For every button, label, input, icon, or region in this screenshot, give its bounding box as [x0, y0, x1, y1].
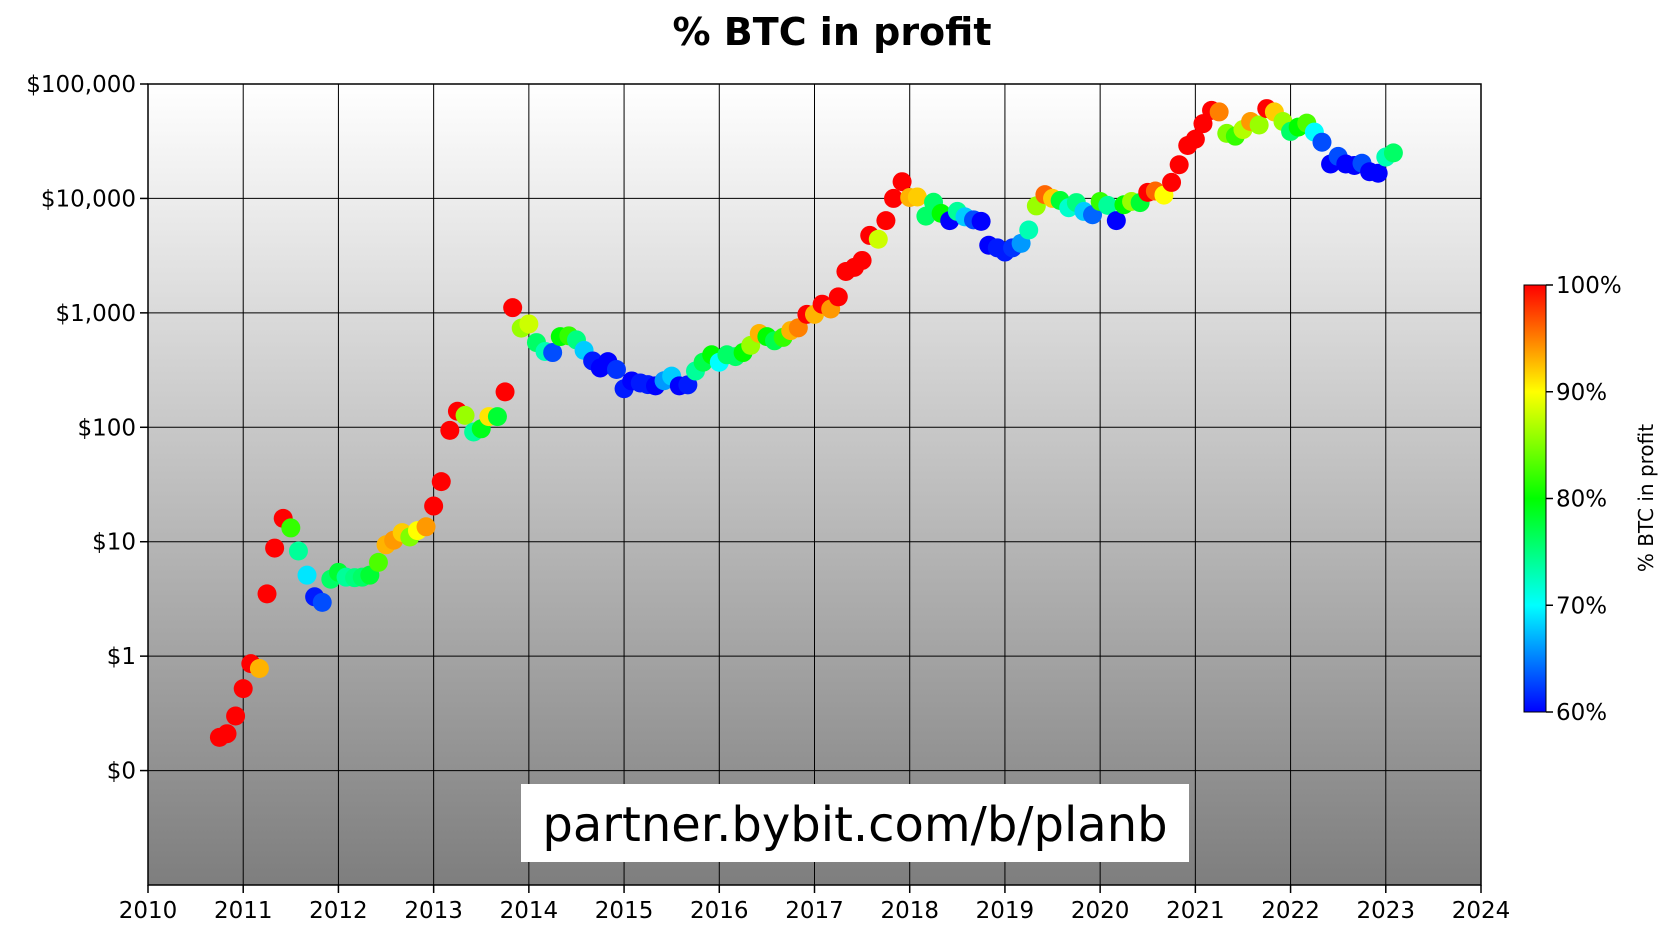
- x-tick-label: 2021: [1166, 898, 1225, 924]
- data-point: [1249, 115, 1269, 135]
- data-point: [1098, 195, 1118, 215]
- x-tick-label: 2015: [595, 898, 654, 924]
- data-point: [868, 229, 888, 249]
- data-point: [1185, 129, 1205, 149]
- data-point: [249, 658, 269, 678]
- colorbar-tick-label: 70%: [1556, 593, 1607, 619]
- data-point: [828, 287, 848, 307]
- chart-title: % BTC in profit: [673, 10, 992, 54]
- x-tick-label: 2012: [309, 898, 368, 924]
- x-tick-label: 2023: [1357, 898, 1416, 924]
- data-point: [788, 318, 808, 338]
- data-point: [503, 298, 523, 318]
- data-point: [1368, 163, 1388, 183]
- data-point: [1169, 155, 1189, 175]
- y-tick-label: $100,000: [26, 72, 136, 98]
- x-tick-label: 2014: [500, 898, 559, 924]
- watermark-text: partner.bybit.com/b/planb: [542, 797, 1167, 853]
- data-point: [368, 552, 388, 572]
- data-point: [495, 382, 515, 402]
- data-points: [209, 99, 1403, 747]
- data-point: [1209, 102, 1229, 122]
- data-point: [288, 541, 308, 561]
- data-point: [265, 538, 285, 558]
- x-tick-label: 2010: [119, 898, 178, 924]
- y-tick-label: $1: [107, 644, 136, 670]
- y-tick-label: $10: [92, 530, 136, 556]
- y-tick-label: $1,000: [56, 301, 136, 327]
- data-point: [424, 496, 444, 516]
- x-tick-label: 2020: [1071, 898, 1130, 924]
- data-point: [543, 343, 563, 363]
- colorbar-label: % BTC in profit: [1634, 424, 1658, 572]
- data-point: [312, 592, 332, 612]
- data-point: [1162, 172, 1182, 192]
- x-tick-label: 2022: [1261, 898, 1320, 924]
- data-point: [971, 211, 991, 231]
- data-point: [907, 187, 927, 207]
- data-point: [226, 706, 246, 726]
- data-point: [416, 517, 436, 537]
- data-point: [1383, 143, 1403, 163]
- data-point: [606, 359, 626, 379]
- data-point: [884, 188, 904, 208]
- x-tick-label: 2017: [785, 898, 844, 924]
- colorbar-tick-label: 100%: [1556, 273, 1622, 299]
- data-point: [281, 518, 301, 538]
- x-tick-label: 2016: [690, 898, 749, 924]
- data-point: [916, 206, 936, 226]
- colorbar-tick-label: 80%: [1556, 487, 1607, 513]
- data-point: [257, 584, 277, 604]
- data-point: [892, 172, 912, 192]
- data-point: [519, 314, 539, 334]
- watermark-box: [521, 784, 1189, 862]
- y-tick-label: $0: [107, 759, 136, 785]
- x-tick-label: 2013: [404, 898, 463, 924]
- data-point: [852, 250, 872, 270]
- x-tick-label: 2011: [214, 898, 273, 924]
- y-tick-label: $100: [77, 415, 136, 441]
- colorbar-tick-label: 90%: [1556, 380, 1607, 406]
- data-point: [440, 420, 460, 440]
- colorbar-ticks: 60% 70% 80% 90% 100%: [1546, 273, 1622, 726]
- data-point: [1106, 211, 1126, 231]
- data-point: [233, 679, 253, 699]
- data-point: [431, 472, 451, 492]
- x-tick-label: 2018: [880, 898, 939, 924]
- data-point: [455, 405, 475, 425]
- data-point: [876, 211, 896, 231]
- data-point: [1019, 220, 1039, 240]
- colorbar-tick-label: 60%: [1556, 700, 1607, 726]
- x-tick-label: 2024: [1452, 898, 1511, 924]
- data-point: [487, 407, 507, 427]
- data-point: [297, 565, 317, 585]
- data-point: [1312, 132, 1332, 152]
- y-tick-label: $10,000: [41, 186, 136, 212]
- y-axis-ticks: $100,000 $10,000 $1,000 $100 $10 $1 $0: [26, 72, 148, 785]
- data-point: [217, 724, 237, 744]
- x-tick-label: 2019: [976, 898, 1035, 924]
- colorbar: [1523, 284, 1547, 713]
- x-axis-ticks: 2010 2011 2012 2013 2014 2015 2016 2017 2018 2019…: [119, 885, 1511, 924]
